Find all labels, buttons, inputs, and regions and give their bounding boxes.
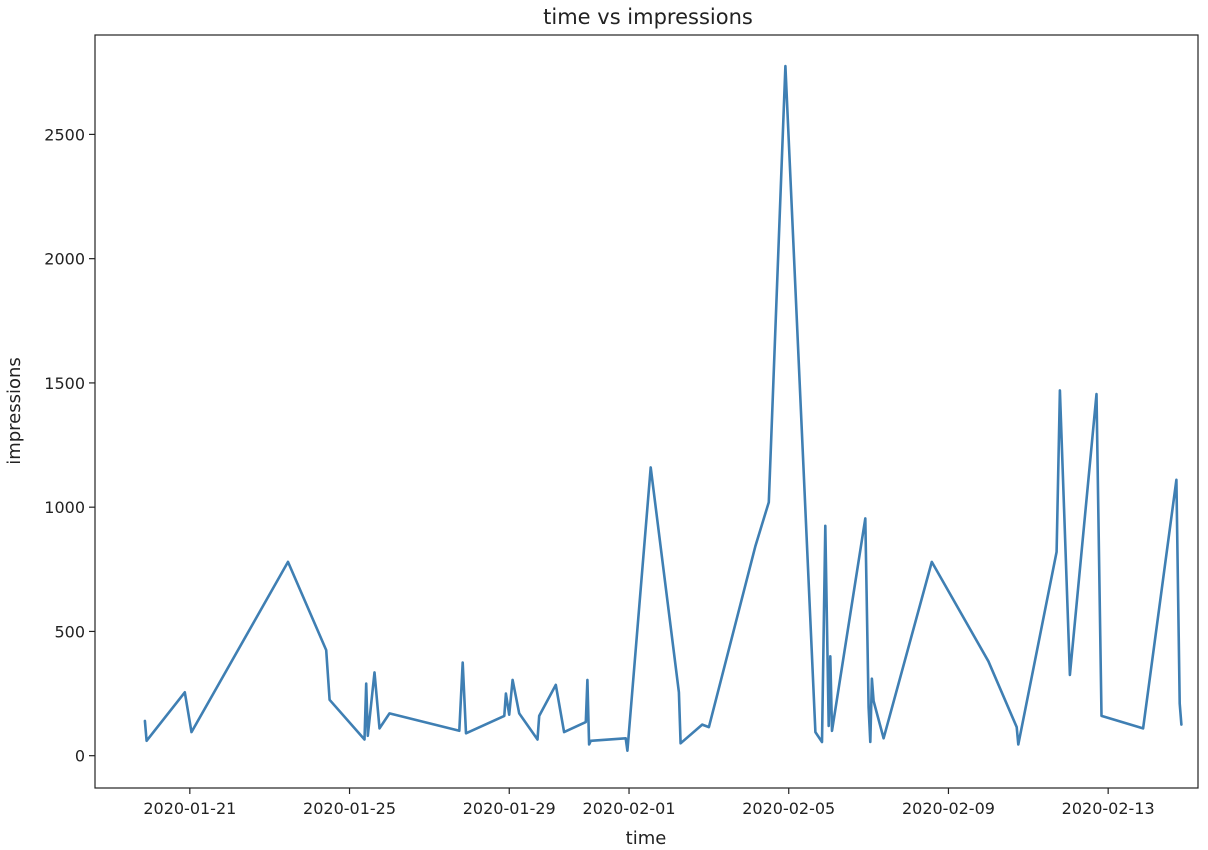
- x-tick-label: 2020-01-21: [143, 799, 236, 818]
- chart-title: time vs impressions: [543, 5, 753, 29]
- y-tick-label: 2000: [44, 250, 85, 269]
- y-axis-label: impressions: [4, 357, 25, 465]
- y-tick-label: 1500: [44, 374, 85, 393]
- y-tick-label: 1000: [44, 498, 85, 517]
- x-axis-label: time: [626, 828, 667, 849]
- x-tick-label: 2020-02-01: [583, 799, 676, 818]
- x-tick-label: 2020-02-05: [742, 799, 835, 818]
- x-axis: 2020-01-21 2020-01-25 2020-01-29 2020-02-01…: [143, 788, 1155, 818]
- x-tick-label: 2020-01-29: [463, 799, 556, 818]
- y-tick-label: 2500: [44, 125, 85, 144]
- plot-frame: [94, 34, 1199, 789]
- series-line: [143, 64, 1183, 752]
- y-tick-label: 0: [75, 747, 85, 766]
- x-tick-label: 2020-01-25: [303, 799, 396, 818]
- x-tick-label: 2020-02-09: [902, 799, 995, 818]
- y-tick-label: 500: [54, 622, 85, 641]
- y-axis: 0 500 1000 1500 2000 2500: [44, 125, 95, 766]
- x-tick-label: 2020-02-13: [1062, 799, 1155, 818]
